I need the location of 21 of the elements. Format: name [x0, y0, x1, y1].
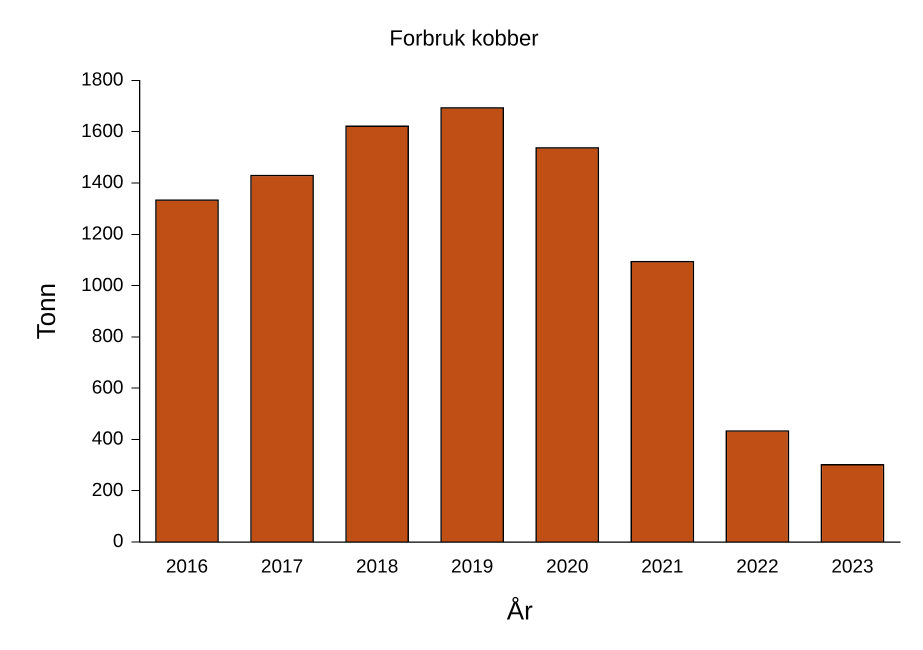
- x-tick-label: 2023: [831, 556, 874, 578]
- x-tick-label: 2022: [736, 556, 779, 578]
- x-tick-label: 2019: [451, 556, 494, 578]
- x-tick-label: 2020: [546, 556, 588, 578]
- y-tick-label: 0: [112, 531, 124, 552]
- y-tick-label: 1400: [81, 172, 124, 194]
- x-tick-label: 2016: [166, 556, 208, 578]
- x-axis-title: År: [506, 596, 534, 626]
- y-tick-label: 1800: [81, 70, 124, 91]
- x-tick-label: 2021: [641, 556, 684, 578]
- y-tick-label: 600: [92, 377, 124, 398]
- y-axis-title: Tonn: [30, 283, 61, 340]
- y-tick-label: 800: [92, 326, 124, 348]
- y-tick-label: 1000: [81, 274, 124, 296]
- x-tick-label: 2017: [260, 556, 304, 578]
- y-tick-label: 400: [92, 428, 124, 450]
- chart-title: Forbruk kobber: [389, 25, 539, 50]
- y-tick-label: 200: [92, 480, 124, 501]
- y-tick-label: 1200: [81, 224, 124, 244]
- y-tick-label: 1600: [81, 120, 124, 142]
- x-tick-label: 2018: [356, 556, 398, 578]
